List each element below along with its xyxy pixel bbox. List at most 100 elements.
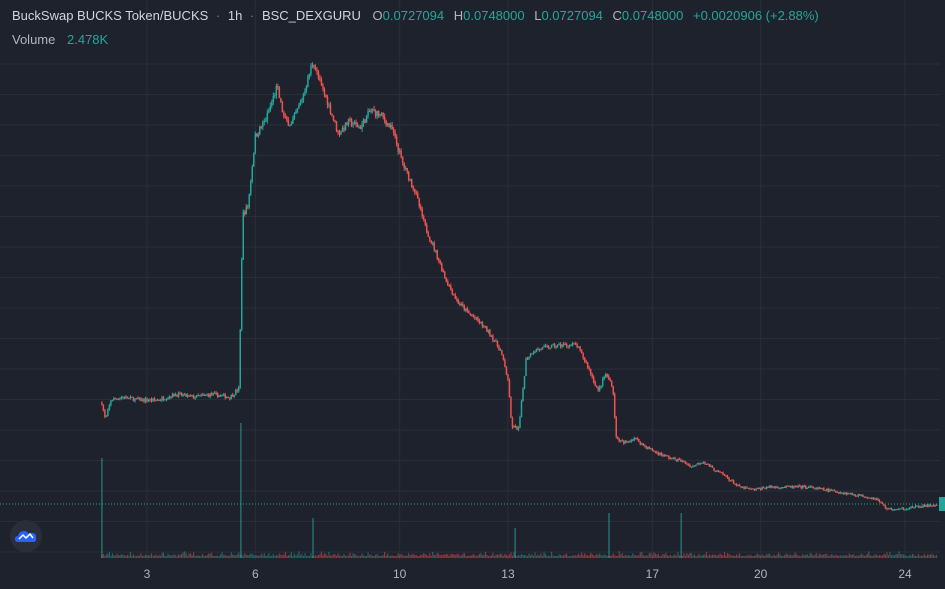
candle-body [307, 76, 309, 87]
volume-bar [776, 554, 778, 558]
candle-body [150, 399, 153, 401]
volume-bar [498, 554, 500, 558]
volume-bar [233, 555, 235, 558]
candle-body [626, 441, 628, 443]
volume-bar [390, 555, 392, 558]
candle-body [141, 399, 144, 402]
volume-bar [624, 554, 626, 558]
candle-body [489, 329, 491, 336]
volume-bar [725, 555, 727, 558]
volume-bar [778, 552, 780, 558]
candle-body [699, 463, 702, 465]
tradingview-cloud-icon[interactable] [10, 520, 42, 552]
volume-bar [307, 555, 309, 558]
volume-bar [799, 555, 801, 558]
volume-legend[interactable]: Volume 2.478K [12, 32, 112, 47]
candle-body [483, 326, 485, 328]
candle-body [862, 494, 864, 497]
volume-bar [295, 555, 297, 558]
candle-body [656, 452, 658, 454]
candle-body [465, 308, 467, 311]
candle-body [116, 398, 118, 400]
symbol-legend[interactable]: BuckSwap BUCKS Token/BUCKS · 1h · BSC_DE… [12, 8, 823, 23]
candle-body [704, 462, 706, 464]
candle-body [102, 404, 105, 411]
candle-body [586, 362, 589, 368]
volume-bar [441, 554, 443, 558]
volume-bar [809, 553, 811, 558]
candle-body [422, 216, 425, 220]
candle-body [302, 94, 305, 101]
candle-body [271, 101, 273, 106]
candle-body [540, 348, 542, 350]
candle-body [657, 452, 660, 455]
volume-bar [859, 555, 861, 558]
volume-bar [738, 553, 741, 558]
volume-bar [844, 555, 846, 558]
volume-bar [341, 555, 344, 558]
volume-bar [340, 555, 342, 558]
volume-bar [531, 554, 533, 558]
candle-body [215, 392, 217, 394]
candle-body [633, 437, 636, 440]
volume-bar [265, 555, 267, 558]
candle-body [298, 105, 300, 109]
candle-body [690, 466, 693, 468]
volume-bar [197, 554, 199, 558]
volume-bar [391, 555, 393, 558]
volume-bar [620, 554, 622, 558]
candle-body [638, 439, 640, 442]
volume-bar [884, 554, 887, 558]
volume-bar [162, 552, 165, 558]
volume-bar [508, 554, 511, 558]
candle-body [101, 402, 103, 405]
volume-bar [562, 555, 565, 558]
candle-body [880, 501, 882, 503]
volume-bar [436, 552, 438, 558]
candle-body [571, 343, 574, 345]
candle-body [406, 167, 408, 172]
candle-body [451, 289, 454, 295]
volume-bar [510, 552, 512, 558]
ohlc-high: H0.0748000 [453, 8, 525, 23]
candle-body [717, 470, 720, 472]
volume-bar [644, 555, 646, 558]
candle-body [580, 350, 583, 354]
volume-bar [241, 554, 243, 558]
volume-bar [218, 555, 220, 558]
volume-bar [254, 555, 256, 558]
volume-bar [787, 554, 789, 558]
candle-body [609, 379, 611, 382]
volume-bar [611, 555, 613, 558]
volume-bar [569, 555, 571, 558]
candle-body [809, 486, 811, 488]
candle-body [886, 508, 888, 510]
candle-body [935, 504, 938, 506]
candle-body [650, 448, 652, 450]
volume-bar [214, 555, 216, 558]
volume-bar [182, 552, 184, 558]
candle-body [466, 308, 469, 312]
volume-bar [289, 554, 291, 558]
volume-bar [168, 555, 171, 558]
candle-body [583, 357, 586, 361]
volume-bar [920, 555, 923, 558]
candle-body [811, 486, 813, 488]
candle-body [227, 397, 229, 399]
candle-body [481, 321, 484, 327]
candle-body [635, 437, 637, 439]
volume-bar [763, 555, 765, 558]
candle-body [726, 476, 729, 479]
candle-body [480, 321, 482, 323]
candle-body [170, 396, 172, 398]
volume-bar [149, 555, 151, 558]
volume-bar [346, 555, 348, 558]
volume-bar [860, 553, 862, 558]
volume-bar [232, 554, 234, 558]
volume-bar [253, 554, 255, 558]
volume-bar [668, 555, 670, 558]
candle-body [752, 488, 754, 490]
candle-body [362, 119, 365, 124]
candle-body [693, 465, 696, 467]
